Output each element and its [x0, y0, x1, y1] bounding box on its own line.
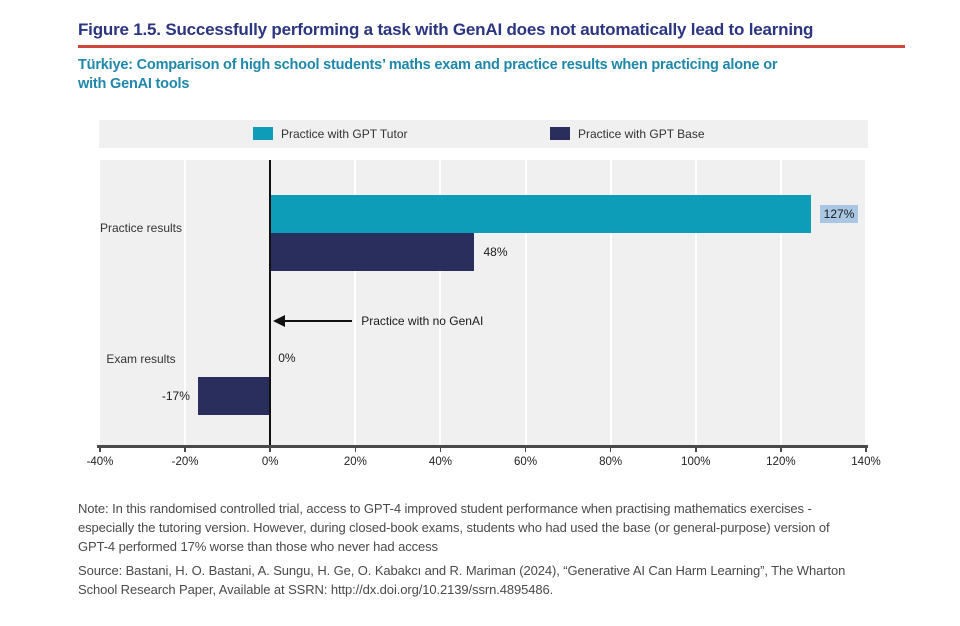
x-axis-tick-label: 20%	[343, 456, 367, 468]
category-label: Exam results	[106, 351, 176, 366]
x-axis-tick	[354, 447, 357, 452]
x-axis-tick-label: 100%	[681, 456, 711, 468]
x-axis-tick-label: -20%	[171, 456, 199, 468]
gridline	[184, 160, 187, 446]
annotation-arrow-head	[273, 315, 286, 327]
x-axis-tick-label: -40%	[86, 456, 114, 468]
gridline	[694, 160, 697, 446]
figure-note: Note: In this randomised controlled tria…	[78, 501, 830, 554]
legend-label-gpt-tutor: Practice with GPT Tutor	[281, 127, 408, 141]
figure-source: Source: Bastani, H. O. Bastani, A. Sungu…	[78, 563, 846, 597]
x-axis-tick-label: 60%	[514, 456, 538, 468]
legend-swatch-gpt-base	[550, 127, 570, 140]
figure-title: Figure 1.5. Successfully performing a ta…	[78, 20, 814, 39]
gridline	[524, 160, 527, 446]
annotation-arrow-line	[283, 319, 353, 323]
bar	[270, 233, 475, 271]
gridline	[354, 160, 357, 446]
bar	[270, 195, 811, 233]
value-label: 0%	[278, 351, 296, 365]
x-axis-tick	[439, 447, 442, 452]
x-axis-tick-label: 0%	[261, 456, 279, 468]
x-axis-tick	[609, 447, 612, 452]
x-axis-tick	[184, 447, 186, 452]
category-label: Practice results	[99, 220, 183, 235]
legend-swatch-gpt-tutor	[253, 127, 273, 140]
gridline	[779, 160, 782, 446]
gridline	[609, 160, 612, 446]
x-axis-tick	[269, 447, 271, 452]
gridline	[865, 160, 867, 446]
chart-legend: Practice with GPT Tutor Practice with GP…	[99, 120, 868, 148]
x-axis-tick	[780, 447, 782, 452]
value-label: 48%	[483, 245, 508, 259]
x-axis-tick	[99, 447, 101, 452]
zero-line	[268, 160, 272, 446]
x-axis-tick-label: 120%	[766, 456, 796, 468]
value-label: -17%	[161, 389, 190, 403]
x-axis-line	[97, 445, 868, 448]
annotation-label: Practice with no GenAI	[361, 314, 484, 328]
x-axis-tick-label: 140%	[851, 456, 881, 468]
figure-subtitle: Türkiye: Comparison of high school stude…	[78, 57, 778, 92]
gridline	[439, 160, 442, 446]
legend-label-gpt-base: Practice with GPT Base	[578, 127, 705, 141]
x-axis-tick-label: 80%	[599, 456, 623, 468]
x-axis-tick	[524, 447, 527, 452]
bar	[197, 377, 271, 415]
value-label: 127%	[819, 205, 859, 223]
title-rule	[78, 45, 905, 48]
x-axis-tick	[865, 447, 867, 452]
x-axis-tick-label: 40%	[428, 456, 452, 468]
x-axis-tick	[695, 447, 697, 452]
